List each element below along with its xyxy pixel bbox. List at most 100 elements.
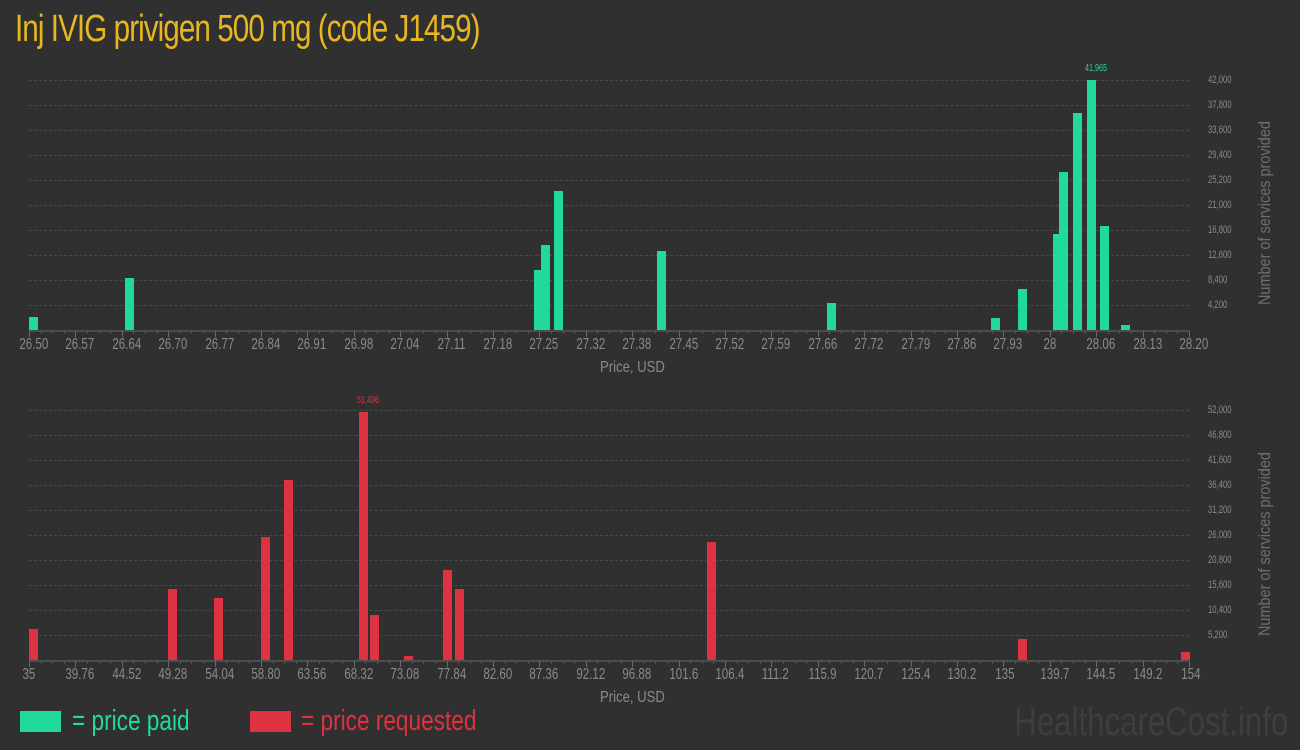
x-minor-tick	[736, 661, 738, 664]
x-tick-label: 27.72	[854, 336, 884, 353]
x-tick	[585, 661, 587, 667]
x-tick-label: 139.7	[1040, 666, 1070, 683]
x-minor-tick	[562, 331, 564, 334]
x-minor-tick	[887, 661, 889, 664]
x-tick-label: 87.36	[529, 666, 559, 683]
x-tick	[307, 331, 309, 337]
x-minor-tick	[1026, 661, 1028, 664]
gridline	[29, 155, 1189, 156]
x-minor-tick	[736, 331, 738, 334]
y-tick-label: 25,200	[1208, 174, 1232, 186]
x-minor-tick	[783, 661, 784, 664]
x-minor-tick	[191, 661, 193, 664]
bar	[1052, 234, 1062, 330]
gridline	[29, 305, 1189, 306]
x-minor-tick	[179, 331, 181, 334]
x-minor-tick	[945, 661, 947, 664]
x-minor-tick	[1073, 661, 1074, 664]
x-tick-label: 35	[22, 666, 36, 683]
x-tick	[1003, 331, 1005, 337]
y-tick-label: 29,400	[1208, 149, 1232, 161]
x-tick-label: 101.6	[668, 666, 698, 683]
x-minor-tick	[945, 331, 947, 334]
x-minor-tick	[342, 331, 344, 334]
x-minor-tick	[458, 661, 460, 664]
x-minor-tick	[794, 661, 796, 664]
x-minor-tick	[52, 661, 54, 664]
x-minor-tick	[667, 661, 668, 664]
x-minor-tick	[388, 331, 390, 334]
x-minor-tick	[1084, 331, 1086, 334]
x-tick	[1189, 331, 1190, 337]
gridline	[29, 230, 1189, 231]
y-tick-label: 42,000	[1208, 74, 1232, 86]
x-minor-tick	[980, 661, 982, 664]
x-minor-tick	[933, 331, 935, 334]
x-minor-tick	[551, 661, 552, 664]
bar	[359, 412, 369, 660]
x-minor-tick	[887, 331, 889, 334]
x-minor-tick	[1165, 331, 1167, 334]
x-minor-tick	[319, 661, 320, 664]
y-axis-title: Number of services provided	[1255, 121, 1274, 306]
x-minor-tick	[295, 661, 297, 664]
x-minor-tick	[203, 331, 204, 334]
x-tick-label: 144.5	[1086, 666, 1116, 683]
x-minor-tick	[713, 331, 715, 334]
x-minor-tick	[98, 331, 100, 334]
x-minor-tick	[690, 331, 692, 334]
x-minor-tick	[620, 661, 622, 664]
x-tick-label: 28.06	[1086, 336, 1116, 353]
x-minor-tick	[481, 661, 483, 664]
x-minor-tick	[574, 331, 576, 334]
y-tick-label: 33,600	[1208, 124, 1232, 136]
legend-swatch-paid	[20, 711, 61, 732]
gridline	[29, 610, 1189, 611]
x-minor-tick	[841, 331, 842, 334]
x-minor-tick	[203, 661, 204, 664]
bar	[29, 316, 38, 330]
x-minor-tick	[1119, 661, 1121, 664]
x-minor-tick	[377, 661, 378, 664]
x-minor-tick	[435, 331, 436, 334]
x-minor-tick	[899, 661, 900, 664]
x-minor-tick	[87, 661, 88, 664]
x-tick	[121, 331, 123, 337]
x-tick	[75, 661, 77, 667]
x-minor-tick	[643, 331, 645, 334]
x-tick	[168, 331, 170, 337]
x-minor-tick	[1107, 331, 1109, 334]
bar	[404, 656, 414, 660]
x-tick-label: 26.77	[204, 336, 234, 353]
y-tick-label: 21,000	[1208, 199, 1232, 211]
x-tick-label: 26.50	[19, 336, 49, 353]
x-tick-label: 27.25	[529, 336, 559, 353]
price-paid-chart: 4,200 8,400 12,600 16,800 21,000 25,200 29,400…	[0, 63, 1300, 380]
legend-swatch-requested	[250, 711, 291, 732]
x-tick	[585, 331, 587, 337]
y-tick-label: 5,200	[1208, 629, 1228, 641]
x-tick-label: 44.52	[112, 666, 142, 683]
x-tick	[1003, 661, 1005, 667]
x-minor-tick	[1119, 331, 1121, 334]
x-minor-tick	[968, 331, 970, 334]
x-minor-tick	[1015, 331, 1016, 334]
x-tick-label: 54.04	[204, 666, 234, 683]
x-tick	[1049, 661, 1051, 667]
x-minor-tick	[272, 661, 274, 664]
x-tick	[446, 331, 448, 337]
bar	[533, 269, 543, 330]
x-minor-tick	[295, 331, 297, 334]
x-minor-tick	[1061, 661, 1063, 664]
x-tick	[1142, 331, 1144, 337]
x-minor-tick	[156, 661, 158, 664]
x-minor-tick	[991, 331, 993, 334]
x-minor-tick	[690, 661, 692, 664]
gridline	[29, 130, 1189, 131]
x-minor-tick	[597, 331, 599, 334]
y-tick-label: 52,000	[1208, 404, 1232, 416]
x-tick	[1142, 661, 1144, 667]
x-tick-label: 154	[1181, 666, 1201, 683]
x-tick-label: 27.38	[622, 336, 652, 353]
x-minor-tick	[411, 331, 413, 334]
